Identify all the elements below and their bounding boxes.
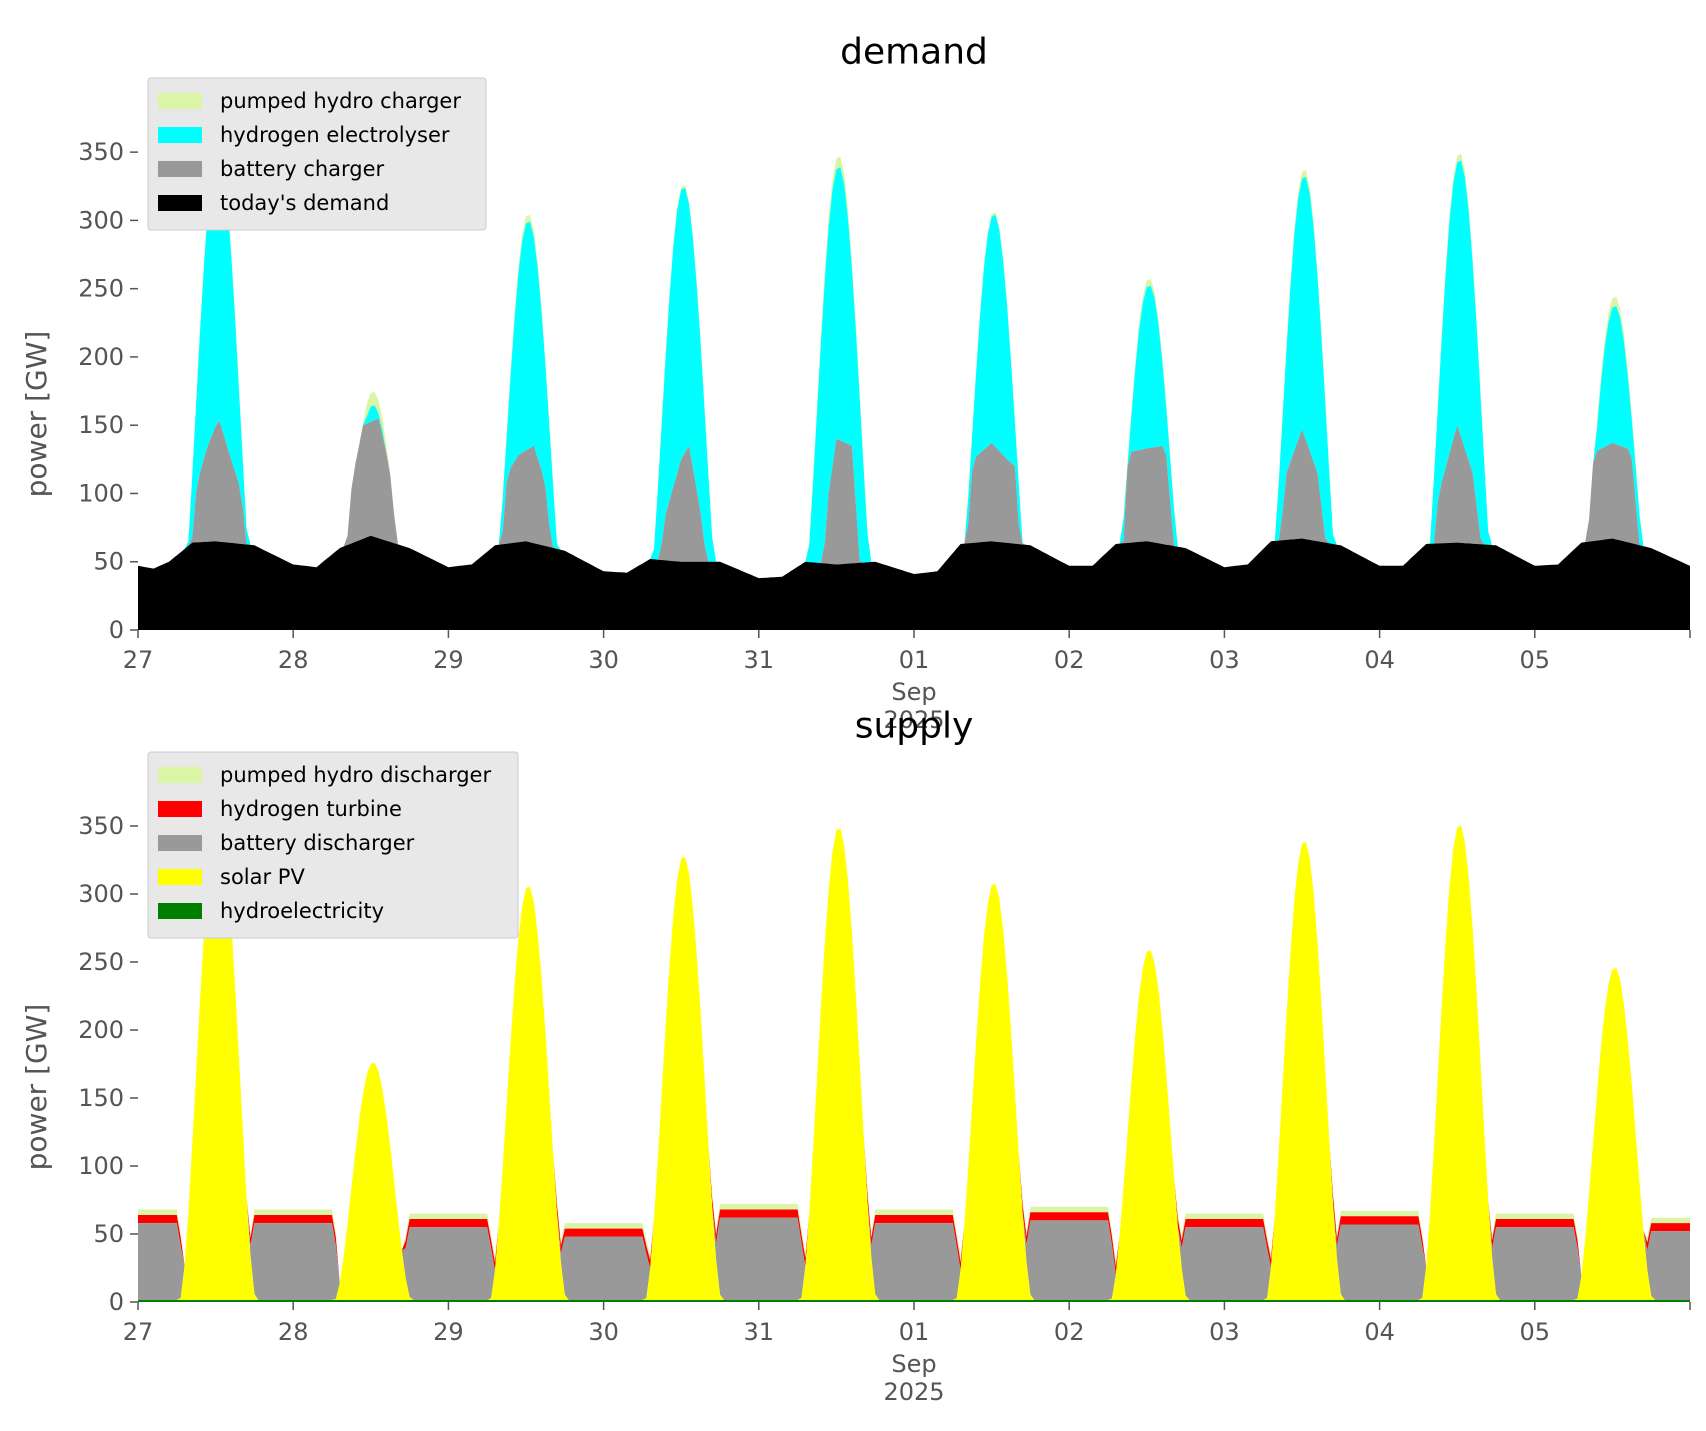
x-tick-label: 03	[1209, 646, 1240, 674]
legend-box	[147, 77, 487, 231]
hydrogen-electrolyser-area	[138, 146, 1690, 579]
x-tick-label: 03	[1209, 1318, 1240, 1346]
legend-label: today's demand	[220, 191, 389, 215]
legend-swatch	[158, 127, 202, 143]
x-tick-label: 29	[433, 646, 464, 674]
x-year-label: 2025	[883, 1378, 944, 1406]
y-tick-label: 100	[78, 479, 124, 507]
x-tick-label: 31	[744, 646, 775, 674]
legend-label: hydrogen electrolyser	[220, 123, 450, 147]
y-tick-label: 300	[78, 880, 124, 908]
x-tick-label: 30	[588, 1318, 619, 1346]
x-tick-label: 30	[588, 646, 619, 674]
y-tick-label: 250	[78, 275, 124, 303]
x-tick-label: 28	[278, 1318, 309, 1346]
legend-label: pumped hydro discharger	[220, 763, 491, 787]
x-month-label: Sep	[891, 1350, 936, 1378]
legend-label: battery discharger	[220, 831, 415, 855]
legend-swatch	[158, 161, 202, 177]
chart-title: supply	[855, 706, 974, 747]
y-tick-label: 150	[78, 411, 124, 439]
y-tick-label: 350	[78, 138, 124, 166]
legend-label: hydrogen turbine	[220, 797, 402, 821]
x-month-label: Sep	[891, 678, 936, 706]
battery-discharger-area	[138, 814, 1690, 1300]
legend-swatch	[158, 801, 202, 817]
x-tick-label: 29	[433, 1318, 464, 1346]
y-tick-label: 50	[93, 1220, 124, 1248]
legend-label: hydroelectricity	[220, 899, 384, 923]
x-year-label: 2025	[883, 706, 944, 734]
hydroelectricity-area	[138, 1300, 1690, 1302]
y-tick-label: 100	[78, 1152, 124, 1180]
y-tick-label: 0	[109, 1288, 124, 1316]
y-tick-label: 0	[109, 616, 124, 644]
legend-box	[147, 751, 519, 939]
x-tick-label: 05	[1520, 1318, 1551, 1346]
x-tick-label: 02	[1054, 1318, 1085, 1346]
y-tick-label: 150	[78, 1084, 124, 1112]
x-tick-label: 27	[123, 646, 154, 674]
solar-pv-area	[138, 814, 1690, 1300]
y-tick-label: 50	[93, 548, 124, 576]
y-axis-label: power [GW]	[20, 331, 53, 498]
todays-demand-area	[138, 535, 1690, 630]
x-tick-label: 27	[123, 1318, 154, 1346]
legend-label: pumped hydro charger	[220, 89, 461, 113]
x-tick-label: 01	[899, 1318, 930, 1346]
legend-swatch	[158, 767, 202, 783]
x-tick-label: 31	[744, 1318, 775, 1346]
x-tick-label: 04	[1364, 646, 1395, 674]
y-tick-label: 250	[78, 948, 124, 976]
x-tick-label: 05	[1520, 646, 1551, 674]
legend-swatch	[158, 93, 202, 109]
x-tick-label: 04	[1364, 1318, 1395, 1346]
chart-title: demand	[840, 32, 988, 73]
legend-swatch	[158, 835, 202, 851]
y-tick-label: 200	[78, 343, 124, 371]
battery-charger-area	[138, 418, 1690, 579]
legend-label: solar PV	[220, 865, 305, 889]
y-tick-label: 300	[78, 206, 124, 234]
legend-swatch	[158, 195, 202, 211]
legend-swatch	[158, 869, 202, 885]
y-tick-label: 200	[78, 1016, 124, 1044]
y-tick-label: 350	[78, 812, 124, 840]
x-tick-label: 01	[899, 646, 930, 674]
legend-label: battery charger	[220, 157, 385, 181]
x-tick-label: 02	[1054, 646, 1085, 674]
x-tick-label: 28	[278, 646, 309, 674]
y-axis-label: power [GW]	[20, 1004, 53, 1171]
legend-swatch	[158, 903, 202, 919]
